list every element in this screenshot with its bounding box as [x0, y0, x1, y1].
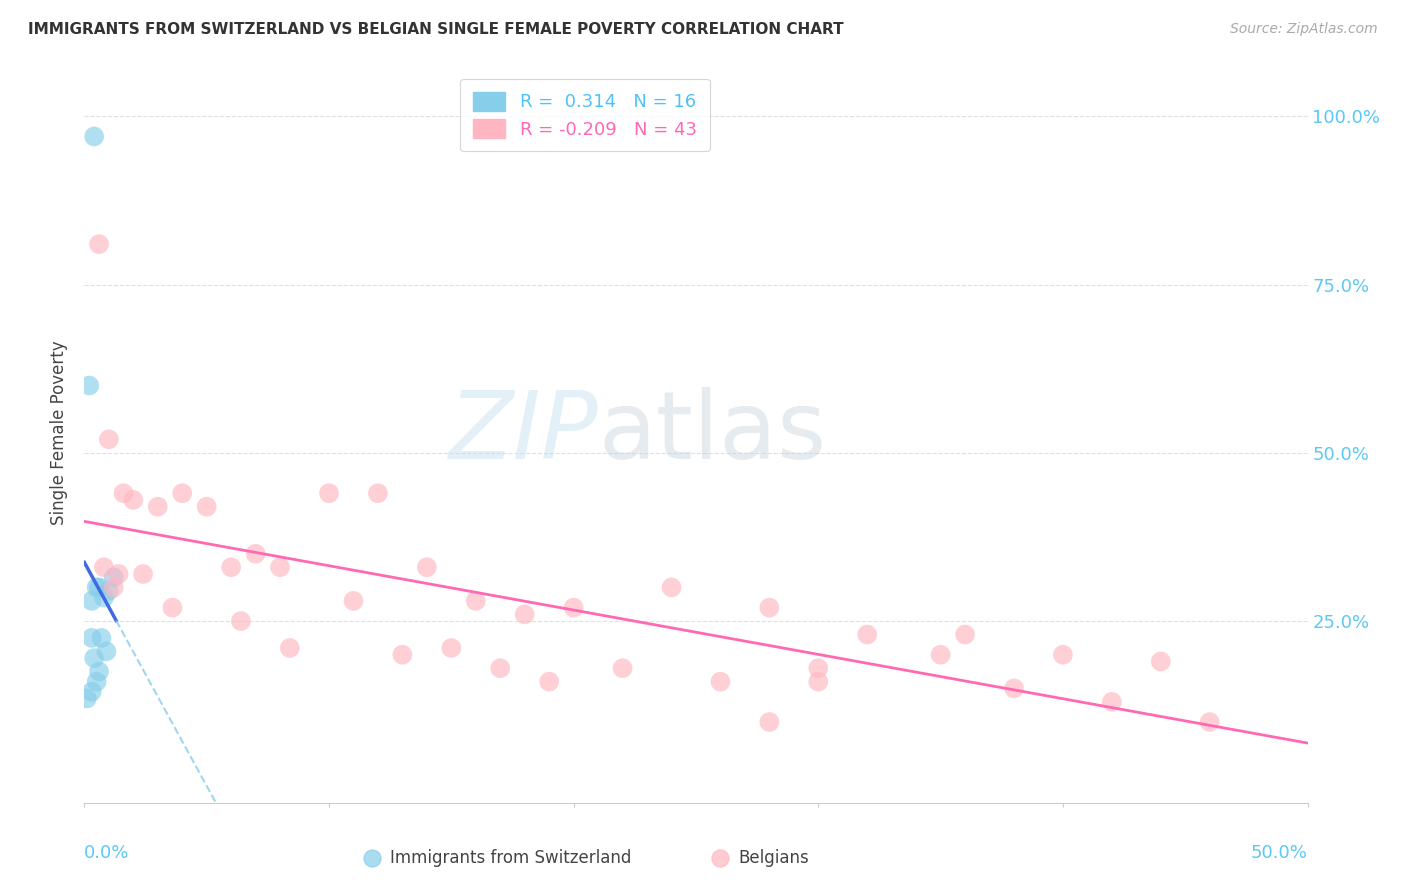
Text: Source: ZipAtlas.com: Source: ZipAtlas.com — [1230, 22, 1378, 37]
Point — [562, 600, 585, 615]
Text: atlas: atlas — [598, 386, 827, 479]
Point — [245, 547, 267, 561]
Point — [538, 674, 561, 689]
Point — [96, 644, 118, 658]
Point — [80, 685, 103, 699]
Point — [648, 833, 671, 847]
Point — [318, 486, 340, 500]
Point — [464, 594, 486, 608]
Point — [1101, 695, 1123, 709]
Point — [513, 607, 536, 622]
Point — [229, 614, 252, 628]
Point — [709, 674, 731, 689]
Point — [278, 640, 301, 655]
Text: 0.0%: 0.0% — [84, 844, 129, 862]
Point — [77, 378, 100, 392]
Point — [103, 570, 125, 584]
Point — [1198, 714, 1220, 729]
Point — [172, 486, 194, 500]
Point — [1002, 681, 1025, 696]
Text: Belgians: Belgians — [738, 849, 810, 867]
Point — [1150, 655, 1173, 669]
Point — [87, 581, 110, 595]
Point — [661, 581, 683, 595]
Point — [86, 674, 108, 689]
Text: 50.0%: 50.0% — [1251, 844, 1308, 862]
Point — [83, 651, 105, 665]
Point — [103, 581, 125, 595]
Point — [758, 600, 780, 615]
Point — [112, 486, 135, 500]
Point — [90, 631, 112, 645]
Legend: R =  0.314   N = 16, R = -0.209   N = 43: R = 0.314 N = 16, R = -0.209 N = 43 — [460, 78, 710, 151]
Point — [489, 661, 512, 675]
Point — [416, 560, 439, 574]
Point — [146, 500, 169, 514]
Point — [807, 661, 830, 675]
Point — [391, 648, 413, 662]
Point — [107, 566, 129, 581]
Point — [87, 237, 110, 252]
Point — [342, 594, 364, 608]
Y-axis label: Single Female Poverty: Single Female Poverty — [51, 341, 69, 524]
Point — [953, 627, 976, 641]
Text: Immigrants from Switzerland: Immigrants from Switzerland — [391, 849, 631, 867]
Point — [93, 591, 115, 605]
Point — [367, 486, 389, 500]
Point — [440, 640, 463, 655]
Point — [269, 560, 291, 574]
Point — [1052, 648, 1074, 662]
Point — [195, 500, 218, 514]
Point — [87, 665, 110, 679]
Text: IMMIGRANTS FROM SWITZERLAND VS BELGIAN SINGLE FEMALE POVERTY CORRELATION CHART: IMMIGRANTS FROM SWITZERLAND VS BELGIAN S… — [28, 22, 844, 37]
Point — [97, 433, 120, 447]
Point — [80, 594, 103, 608]
Point — [93, 560, 115, 574]
Point — [219, 560, 242, 574]
Point — [162, 600, 184, 615]
Point — [76, 691, 98, 706]
Point — [122, 492, 145, 507]
Point — [80, 631, 103, 645]
Point — [83, 129, 105, 144]
Point — [856, 627, 879, 641]
Point — [758, 714, 780, 729]
Point — [132, 566, 155, 581]
Point — [97, 583, 120, 598]
Point — [807, 674, 830, 689]
Point — [1346, 833, 1368, 847]
Point — [86, 581, 108, 595]
Text: ZIP: ZIP — [449, 387, 598, 478]
Point — [929, 648, 952, 662]
Point — [612, 661, 634, 675]
